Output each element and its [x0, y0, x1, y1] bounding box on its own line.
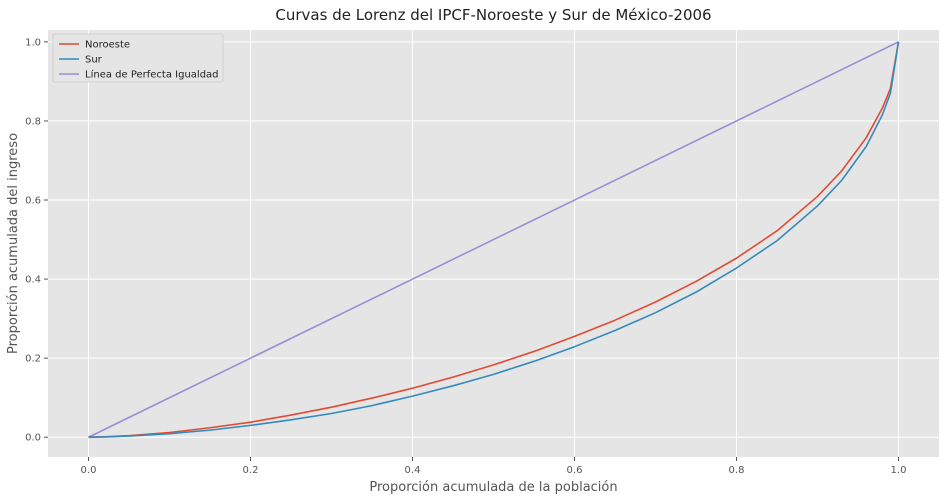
- x-tick-label: 1.0: [891, 465, 907, 476]
- legend-label-0: Noroeste: [85, 40, 130, 51]
- series-line-0: [88, 41, 900, 439]
- plot-area: [48, 30, 939, 457]
- y-tick-label: 0.6: [25, 196, 41, 207]
- x-tick-label: 0.8: [729, 465, 745, 476]
- legend: Noroeste Sur Línea de Perfecta Igualdad: [52, 33, 224, 83]
- y-axis-label: Proporción acumulada del ingreso: [6, 133, 21, 354]
- chart-title: Curvas de Lorenz del IPCF-Noroeste y Sur…: [275, 6, 711, 24]
- x-axis-ticks: 0.0 0.2 0.4 0.6 0.8 1.0: [81, 457, 907, 476]
- legend-box: [52, 33, 224, 83]
- y-tick-label: 1.0: [25, 37, 41, 48]
- y-tick-label: 0.8: [25, 116, 41, 127]
- x-tick-label: 0.6: [567, 465, 583, 476]
- y-axis-ticks: 0.0 0.2 0.4 0.6 0.8 1.0: [25, 37, 48, 444]
- series-line-2: [88, 41, 899, 438]
- x-axis-label: Proporción acumulada de la población: [369, 480, 617, 495]
- y-tick-label: 0.0: [25, 433, 41, 444]
- y-tick-label: 0.4: [25, 275, 41, 286]
- y-tick-label: 0.2: [25, 354, 41, 365]
- legend-label-2: Línea de Perfecta Igualdad: [85, 69, 219, 81]
- x-tick-label: 0.2: [243, 465, 259, 476]
- legend-label-1: Sur: [85, 55, 103, 66]
- grid-lines: [48, 30, 939, 457]
- x-tick-label: 0.4: [405, 465, 421, 476]
- x-tick-label: 0.0: [81, 465, 97, 476]
- series-lines: [88, 41, 900, 439]
- series-line-1: [88, 41, 900, 439]
